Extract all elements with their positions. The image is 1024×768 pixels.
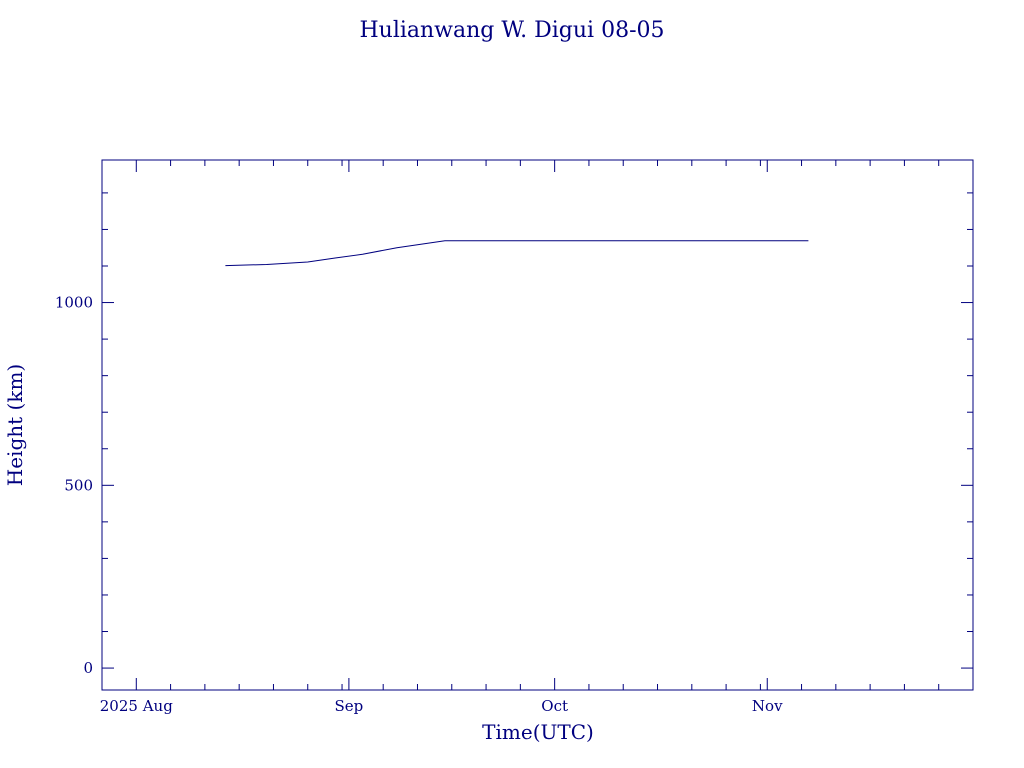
y-axis-ticks: 0 500 1000 [55, 192, 973, 677]
plot-frame [101, 159, 974, 691]
x-tick-label: 2025 Aug [100, 697, 173, 715]
y-tick-label: 1000 [55, 294, 93, 312]
plot-border [101, 159, 974, 691]
x-tick-label: Oct [541, 697, 568, 715]
height-series-line [225, 240, 809, 267]
series-layer [225, 240, 809, 267]
x-tick-label: Sep [335, 697, 364, 715]
chart-title: Hulianwang W. Digui 08-05 [359, 18, 664, 43]
y-tick-label: 500 [64, 476, 93, 494]
x-axis-label: Time(UTC) [482, 720, 594, 744]
y-axis-label: Height (km) [3, 364, 27, 486]
y-tick-label: 0 [83, 659, 93, 677]
x-axis-ticks: 2025 Aug Sep Oct Nov [100, 160, 940, 715]
x-tick-label: Nov [752, 697, 783, 715]
